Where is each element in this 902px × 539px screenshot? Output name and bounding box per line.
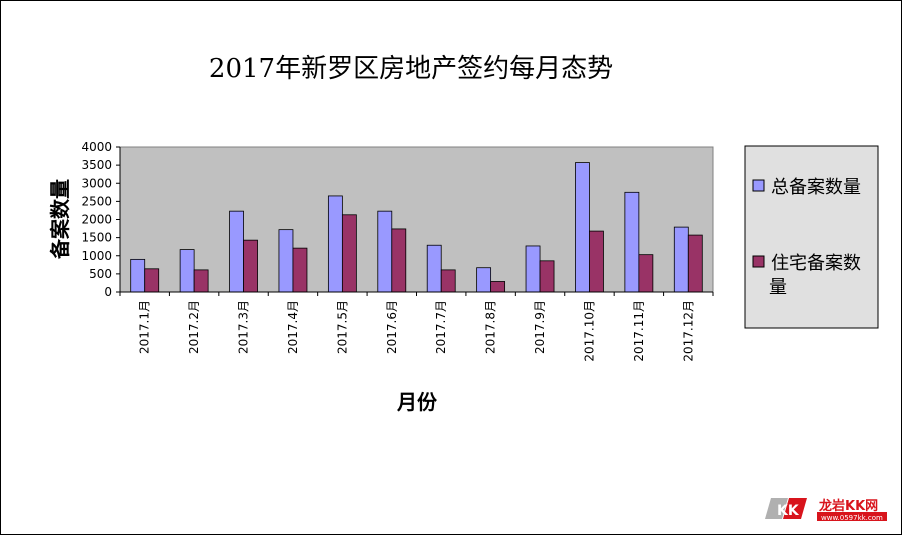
bar-total — [377, 210, 393, 293]
y-tick-label: 1000 — [81, 249, 112, 263]
bar-residential — [589, 230, 604, 293]
bar-residential — [490, 281, 506, 293]
x-tick-label: 2017.9月 — [533, 300, 547, 354]
x-tick-label: 2017.3月 — [237, 300, 251, 354]
bar-residential — [638, 254, 654, 293]
logo-letters: KK — [777, 503, 800, 519]
plot-area — [119, 146, 714, 293]
bar-residential — [292, 247, 308, 293]
bar-total — [575, 162, 590, 293]
legend-swatch-total — [752, 179, 765, 192]
logo-k-shape-red — [783, 498, 807, 519]
x-tick-label: 2017.8月 — [484, 300, 498, 354]
bar-total — [624, 191, 640, 293]
chart-title: 2017年新罗区房地产签约每月态势 — [209, 54, 613, 84]
bar-total — [426, 244, 442, 293]
bar-total — [476, 267, 492, 293]
logo-k-shape — [765, 498, 788, 519]
x-tick-label: 2017.2月 — [187, 300, 201, 354]
x-tick-label: 2017.10月 — [582, 300, 596, 362]
bar-residential — [341, 214, 357, 293]
y-axis-title: 备案数量 — [48, 179, 72, 260]
bar-residential — [243, 239, 258, 293]
bar-residential — [193, 269, 209, 293]
x-tick-label: 2017.11月 — [632, 300, 646, 362]
bar-total — [179, 249, 195, 293]
bar-total — [229, 210, 244, 293]
y-tick-label: 3500 — [81, 158, 112, 172]
bar-total — [525, 245, 541, 293]
legend-box — [744, 145, 879, 329]
logo-brand-text: 龙岩KK网 — [819, 498, 878, 514]
x-tick-label: 2017.6月 — [385, 300, 399, 354]
y-tick-label: 0 — [104, 285, 112, 299]
y-tick-label: 3000 — [81, 176, 112, 190]
y-axis: 0 500 1000 1500 2000 2500 3000 3500 4000 — [81, 140, 120, 299]
x-tick-label: 2017.5月 — [335, 300, 349, 354]
bar-residential — [440, 269, 456, 293]
x-axis-title: 月份 — [396, 390, 438, 414]
y-tick-label: 4000 — [81, 140, 112, 154]
bars-group — [130, 162, 703, 293]
x-tick-label: 2017.4月 — [286, 300, 300, 354]
y-tick-label: 1500 — [81, 231, 112, 245]
bar-residential — [144, 268, 160, 293]
logo-url-bar — [817, 512, 887, 521]
x-tick-label: 2017.1月 — [138, 300, 152, 354]
legend-swatch-residential — [752, 255, 765, 268]
watermark-logo: KK 龙岩KK网 www.0597kk.com — [765, 498, 887, 522]
bar-total — [673, 226, 689, 293]
logo-url-text: www.0597kk.com — [821, 514, 883, 522]
y-tick-label: 2000 — [81, 213, 112, 227]
bar-residential — [539, 260, 555, 293]
x-tick-label: 2017.7月 — [434, 300, 448, 354]
bar-residential — [687, 234, 703, 293]
bar-total — [278, 229, 294, 293]
legend-label-total: 总备案数量 — [771, 177, 861, 198]
bar-total — [130, 258, 146, 293]
bar-residential — [391, 228, 407, 293]
x-tick-label: 2017.12月 — [681, 300, 695, 362]
legend: 总备案数量 住宅备案数量 — [744, 145, 879, 329]
legend-label-residential: 住宅备案数量 — [769, 253, 861, 298]
bar-total — [327, 195, 343, 293]
y-tick-label: 500 — [89, 267, 112, 281]
x-axis: 2017.1月 2017.2月 2017.3月 2017.4月 2017.5月 2017.… — [119, 292, 714, 362]
y-tick-label: 2500 — [81, 194, 112, 208]
